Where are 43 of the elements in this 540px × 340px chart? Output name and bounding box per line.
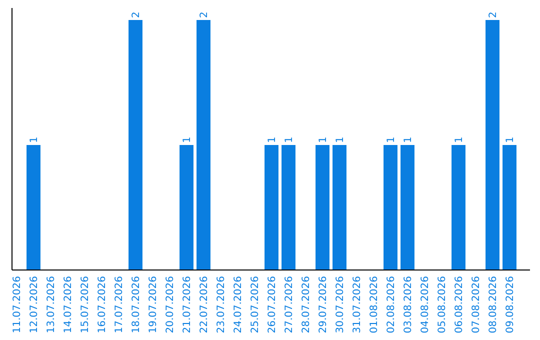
x-tick-label: 12.07.2026	[29, 276, 40, 334]
x-tick-label: 18.07.2026	[131, 276, 142, 334]
x-tick-label: 31.07.2026	[352, 276, 363, 334]
x-tick-label: 09.08.2026	[505, 276, 516, 334]
x-tick-label: 04.08.2026	[420, 276, 431, 334]
data-label: 1	[454, 136, 465, 143]
x-tick-label: 30.07.2026	[335, 276, 346, 334]
data-label: 1	[335, 136, 346, 143]
data-label: 1	[403, 136, 414, 143]
x-tick-label: 27.07.2026	[284, 276, 295, 334]
x-tick-label: 02.08.2026	[386, 276, 397, 334]
data-label: 1	[284, 136, 295, 143]
x-tick-label: 22.07.2026	[199, 276, 210, 334]
x-tick-label: 21.07.2026	[182, 276, 193, 334]
x-tick-label: 07.08.2026	[471, 276, 482, 334]
x-tick-label: 24.07.2026	[233, 276, 244, 334]
data-label: 1	[318, 136, 329, 143]
x-tick-label: 01.08.2026	[369, 276, 380, 334]
data-label: 1	[182, 136, 193, 143]
x-tick-label: 17.07.2026	[114, 276, 125, 334]
data-label: 1	[267, 136, 278, 143]
data-label: 2	[488, 12, 499, 18]
x-tick-label: 06.08.2026	[454, 276, 465, 334]
data-label: 2	[131, 12, 142, 18]
x-tick-label: 14.07.2026	[63, 276, 74, 334]
data-label: 2	[199, 12, 210, 18]
x-tick-label: 29.07.2026	[318, 276, 329, 334]
x-tick-label: 11.07.2026	[12, 276, 23, 334]
x-tick-label: 03.08.2026	[403, 276, 414, 334]
x-tick-label: 20.07.2026	[165, 276, 176, 334]
x-tick-label: 13.07.2026	[46, 276, 57, 334]
x-tick-label: 19.07.2026	[148, 276, 159, 334]
x-tick-label: 08.08.2026	[488, 276, 499, 334]
x-tick-label: 05.08.2026	[437, 276, 448, 334]
x-tick-label: 28.07.2026	[301, 276, 312, 334]
x-tick-label: 15.07.2026	[80, 276, 91, 334]
x-tick-label: 26.07.2026	[267, 276, 278, 334]
x-tick-label: 25.07.2026	[250, 276, 261, 334]
data-label: 1	[29, 136, 40, 143]
data-label: 1	[386, 136, 397, 143]
data-label: 1	[505, 136, 516, 143]
x-tick-label: 23.07.2026	[216, 276, 227, 334]
x-tick-label: 16.07.2026	[97, 276, 108, 334]
